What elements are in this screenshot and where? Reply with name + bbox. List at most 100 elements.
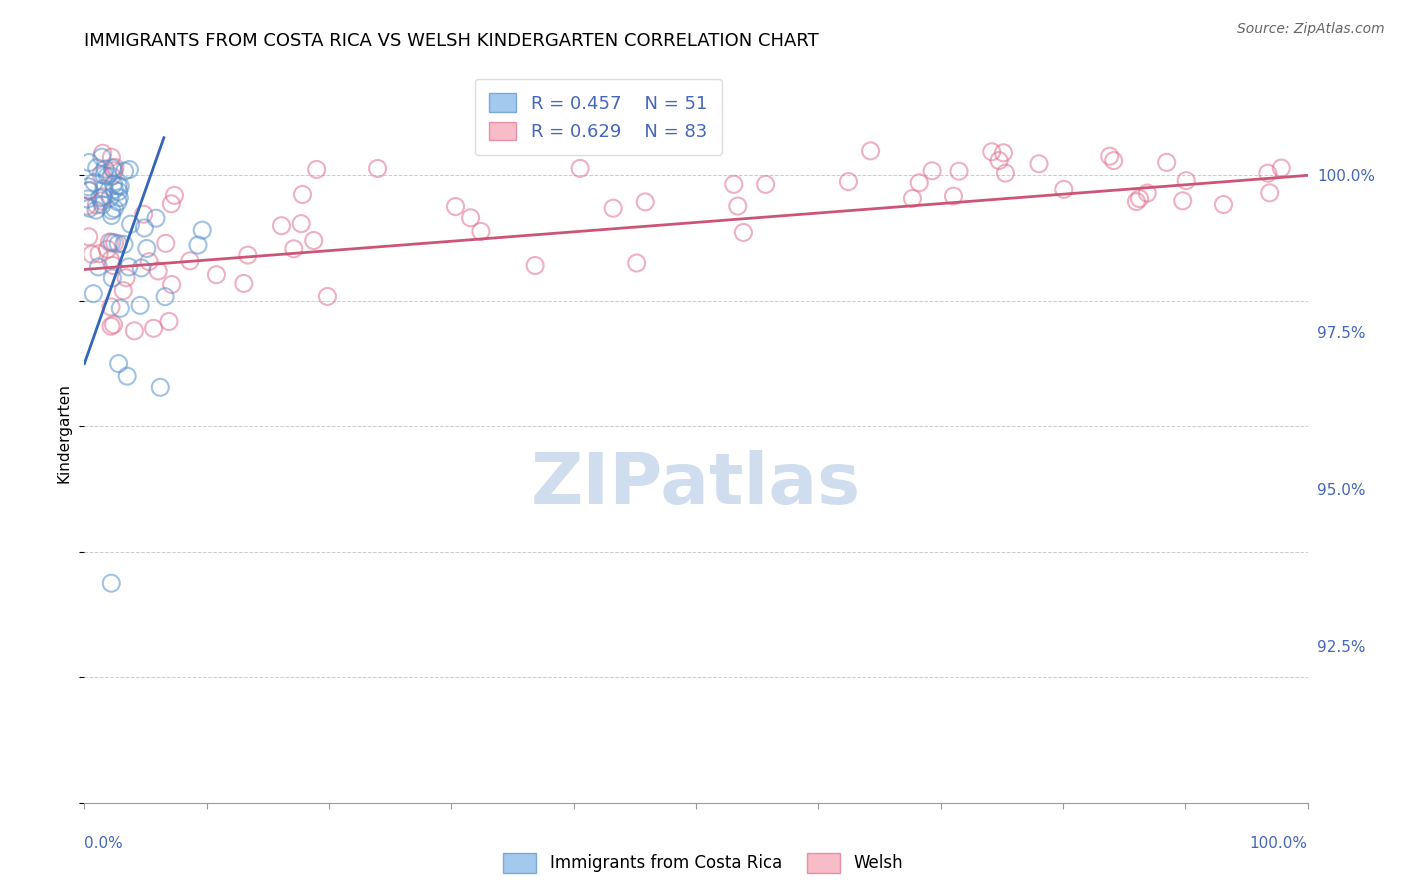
Point: [1257, 166, 1279, 180]
Point: [112, 284, 135, 298]
Point: [524, 259, 547, 273]
Point: [901, 191, 924, 205]
Point: [921, 163, 943, 178]
Point: [107, 194, 129, 209]
Point: [90, 168, 112, 182]
Point: [100, 319, 122, 334]
Point: [1156, 155, 1178, 169]
Point: [84, 198, 107, 212]
Point: [103, 183, 125, 197]
Text: IMMIGRANTS FROM COSTA RICA VS WELSH KINDERGARTEN CORRELATION CHART: IMMIGRANTS FROM COSTA RICA VS WELSH KIND…: [84, 32, 820, 50]
Point: [837, 175, 859, 189]
Point: [90, 194, 112, 208]
Point: [191, 223, 214, 237]
Point: [723, 178, 745, 192]
Point: [77, 184, 100, 198]
Point: [908, 176, 931, 190]
Point: [103, 202, 125, 216]
Text: ZIPatlas: ZIPatlas: [531, 450, 860, 519]
Point: [470, 224, 492, 238]
Point: [103, 318, 125, 332]
Point: [87, 246, 110, 260]
Point: [1028, 157, 1050, 171]
Point: [104, 161, 127, 175]
Legend: Immigrants from Costa Rica, Welsh: Immigrants from Costa Rica, Welsh: [496, 847, 910, 880]
Point: [101, 235, 124, 250]
Point: [733, 226, 755, 240]
Point: [110, 301, 132, 316]
Point: [155, 236, 177, 251]
Point: [1128, 192, 1150, 206]
Point: [80, 247, 103, 261]
Point: [163, 188, 186, 202]
Point: [118, 260, 141, 274]
Point: [87, 260, 110, 274]
Point: [1258, 186, 1281, 200]
Point: [91, 146, 114, 161]
Point: [86, 161, 108, 175]
Point: [77, 179, 100, 194]
Point: [859, 144, 882, 158]
Point: [1171, 194, 1194, 208]
Y-axis label: Kindergarten: Kindergarten: [56, 383, 72, 483]
Point: [103, 178, 125, 192]
Point: [103, 163, 125, 178]
Point: [120, 217, 142, 231]
Point: [138, 254, 160, 268]
Point: [101, 259, 124, 273]
Point: [1125, 194, 1147, 209]
Point: [1270, 161, 1292, 175]
Point: [107, 178, 129, 193]
Point: [100, 209, 122, 223]
Point: [148, 264, 170, 278]
Point: [205, 268, 228, 282]
Point: [1175, 174, 1198, 188]
Point: [634, 194, 657, 209]
Point: [942, 189, 965, 203]
Point: [110, 179, 132, 194]
Point: [980, 145, 1002, 159]
Point: [367, 161, 389, 176]
Point: [93, 168, 115, 182]
Point: [94, 162, 117, 177]
Point: [89, 191, 111, 205]
Point: [291, 187, 314, 202]
Point: [1053, 182, 1076, 196]
Point: [569, 161, 592, 176]
Point: [948, 164, 970, 178]
Point: [602, 201, 624, 215]
Point: [132, 207, 155, 221]
Point: [270, 219, 292, 233]
Point: [145, 211, 167, 226]
Point: [108, 191, 131, 205]
Point: [82, 286, 104, 301]
Point: [290, 217, 312, 231]
Point: [988, 153, 1011, 168]
Point: [160, 277, 183, 292]
Point: [107, 185, 129, 199]
Point: [444, 200, 467, 214]
Point: [129, 260, 152, 275]
Point: [101, 271, 124, 285]
Point: [160, 196, 183, 211]
Point: [149, 380, 172, 394]
Point: [129, 298, 152, 312]
Point: [98, 235, 121, 249]
Point: [104, 235, 127, 250]
Point: [755, 178, 778, 192]
Point: [157, 314, 180, 328]
Point: [77, 155, 100, 169]
Point: [302, 234, 325, 248]
Point: [112, 237, 135, 252]
Point: [142, 321, 165, 335]
Point: [101, 161, 124, 175]
Point: [993, 145, 1015, 160]
Point: [1212, 197, 1234, 211]
Point: [100, 169, 122, 184]
Point: [118, 162, 141, 177]
Point: [124, 324, 146, 338]
Point: [100, 300, 122, 314]
Point: [96, 242, 118, 256]
Point: [90, 150, 112, 164]
Point: [115, 270, 138, 285]
